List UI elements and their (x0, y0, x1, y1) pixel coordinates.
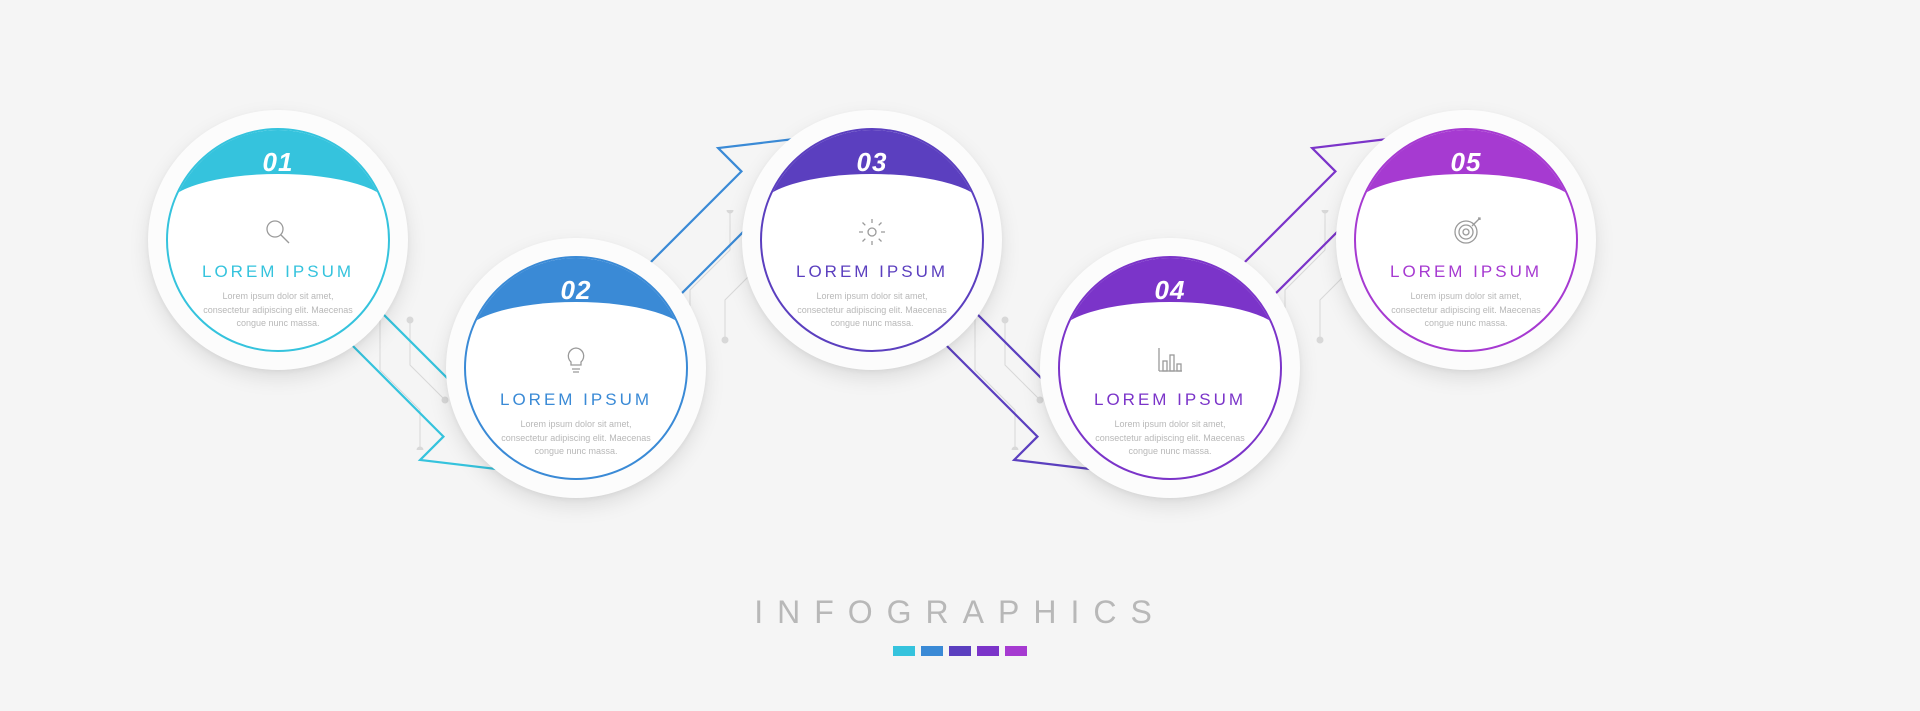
swatch (1005, 646, 1027, 656)
target-icon (1450, 210, 1482, 254)
gear-icon (856, 210, 888, 254)
step-inner-circle: 01LOREM IPSUMLorem ipsum dolor sit amet,… (166, 128, 390, 352)
swatch (949, 646, 971, 656)
step-desc: Lorem ipsum dolor sit amet, consectetur … (471, 418, 681, 459)
swatch (977, 646, 999, 656)
step-inner-circle: 02LOREM IPSUMLorem ipsum dolor sit amet,… (464, 256, 688, 480)
bulb-icon (560, 338, 592, 382)
step-desc: Lorem ipsum dolor sit amet, consectetur … (767, 290, 977, 331)
swatch (893, 646, 915, 656)
footer-swatches (893, 646, 1027, 656)
step-desc: Lorem ipsum dolor sit amet, consectetur … (173, 290, 383, 331)
footer-title: INFOGRAPHICS (754, 594, 1166, 631)
step-inner-circle: 04LOREM IPSUMLorem ipsum dolor sit amet,… (1058, 256, 1282, 480)
step-05: 05LOREM IPSUMLorem ipsum dolor sit amet,… (1336, 110, 1596, 370)
step-inner-circle: 05LOREM IPSUMLorem ipsum dolor sit amet,… (1354, 128, 1578, 352)
step-desc: Lorem ipsum dolor sit amet, consectetur … (1065, 418, 1275, 459)
step-title: LOREM IPSUM (796, 262, 948, 282)
step-04: 04LOREM IPSUMLorem ipsum dolor sit amet,… (1040, 238, 1300, 498)
step-title: LOREM IPSUM (1390, 262, 1542, 282)
magnifier-icon (262, 210, 294, 254)
step-03: 03LOREM IPSUMLorem ipsum dolor sit amet,… (742, 110, 1002, 370)
step-02: 02LOREM IPSUMLorem ipsum dolor sit amet,… (446, 238, 706, 498)
step-title: LOREM IPSUM (202, 262, 354, 282)
chart-icon (1154, 338, 1186, 382)
swatch (921, 646, 943, 656)
step-title: LOREM IPSUM (500, 390, 652, 410)
step-inner-circle: 03LOREM IPSUMLorem ipsum dolor sit amet,… (760, 128, 984, 352)
step-01: 01LOREM IPSUMLorem ipsum dolor sit amet,… (148, 110, 408, 370)
step-title: LOREM IPSUM (1094, 390, 1246, 410)
step-desc: Lorem ipsum dolor sit amet, consectetur … (1361, 290, 1571, 331)
infographic-canvas: 01LOREM IPSUMLorem ipsum dolor sit amet,… (0, 0, 1920, 711)
